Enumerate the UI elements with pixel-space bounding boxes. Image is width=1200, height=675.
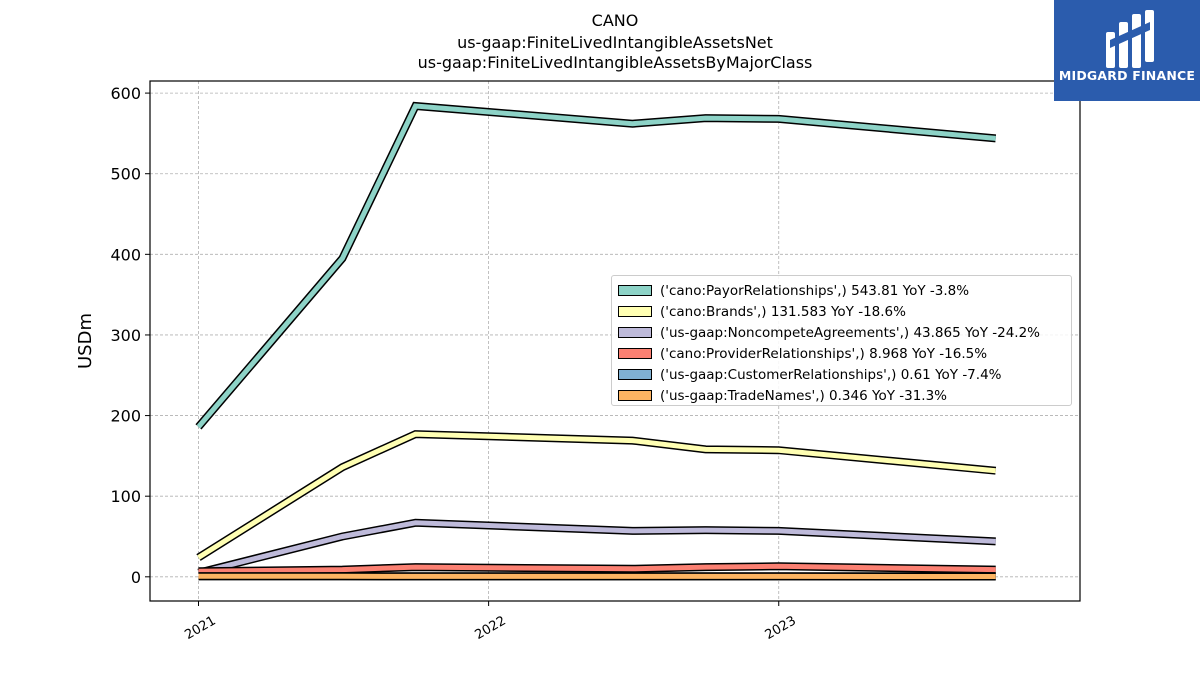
chart-subtitle-line-2: us-gaap:FiniteLivedIntangibleAssetsByMaj… <box>417 53 813 72</box>
legend-item: ('us-gaap:NoncompeteAgreements',) 43.865… <box>618 322 1065 343</box>
legend-item: ('us-gaap:CustomerRelationships',) 0.61 … <box>618 364 1065 385</box>
x-tick-label: 2023 <box>763 613 799 643</box>
y-tick-label: 600 <box>110 84 141 103</box>
legend-item: ('us-gaap:TradeNames',) 0.346 YoY -31.3% <box>618 385 1065 406</box>
plot-frame <box>149 80 1081 602</box>
legend-swatch <box>618 390 652 401</box>
x-tick-label: 2022 <box>472 613 508 643</box>
series-line <box>197 431 996 560</box>
y-tick-label: 100 <box>110 487 141 506</box>
legend-swatch <box>618 306 652 317</box>
y-tick-label: 300 <box>110 326 141 345</box>
legend-label: ('cano:Brands',) 131.583 YoY -18.6% <box>660 303 906 320</box>
legend-label: ('cano:ProviderRelationships',) 8.968 Yo… <box>660 345 988 362</box>
legend-swatch <box>618 327 652 338</box>
series-line <box>196 103 996 429</box>
series-line <box>198 563 996 574</box>
chart-subtitle-line-1: us-gaap:FiniteLivedIntangibleAssetsNet <box>457 33 773 52</box>
series-lines <box>195 101 997 581</box>
legend-item: ('cano:PayorRelationships',) 543.81 YoY … <box>618 280 1065 301</box>
y-tick-label: 200 <box>110 407 141 426</box>
x-axis-ticks: 2021 2022 2023 <box>182 601 799 643</box>
legend-label: ('us-gaap:NoncompeteAgreements',) 43.865… <box>660 324 1040 341</box>
midgard-logo-icon <box>1106 10 1154 68</box>
legend-item: ('cano:ProviderRelationships',) 8.968 Yo… <box>618 343 1065 364</box>
legend-swatch <box>618 285 652 296</box>
legend-swatch <box>618 369 652 380</box>
chart-title: CANO <box>591 11 639 30</box>
y-axis-ticks: 0 100 200 300 400 500 600 <box>110 84 150 587</box>
legend-label: ('us-gaap:TradeNames',) 0.346 YoY -31.3% <box>660 387 948 404</box>
y-tick-label: 0 <box>131 568 141 587</box>
midgard-logo: MIDGARD FINANCE <box>1054 0 1200 101</box>
grid-lines <box>150 81 1080 601</box>
y-axis-label: USDm <box>75 313 96 369</box>
legend-swatch <box>618 348 652 359</box>
chart-legend: ('cano:PayorRelationships',) 543.81 YoY … <box>611 275 1072 406</box>
legend-item: ('cano:Brands',) 131.583 YoY -18.6% <box>618 301 1065 322</box>
y-tick-label: 400 <box>110 245 141 264</box>
series-line <box>197 520 996 576</box>
legend-label: ('us-gaap:CustomerRelationships',) 0.61 … <box>660 366 1002 383</box>
logo-text: MIDGARD FINANCE <box>1058 68 1196 83</box>
y-tick-label: 500 <box>110 165 141 184</box>
x-tick-label: 2021 <box>182 613 218 643</box>
legend-label: ('cano:PayorRelationships',) 543.81 YoY … <box>660 282 970 299</box>
